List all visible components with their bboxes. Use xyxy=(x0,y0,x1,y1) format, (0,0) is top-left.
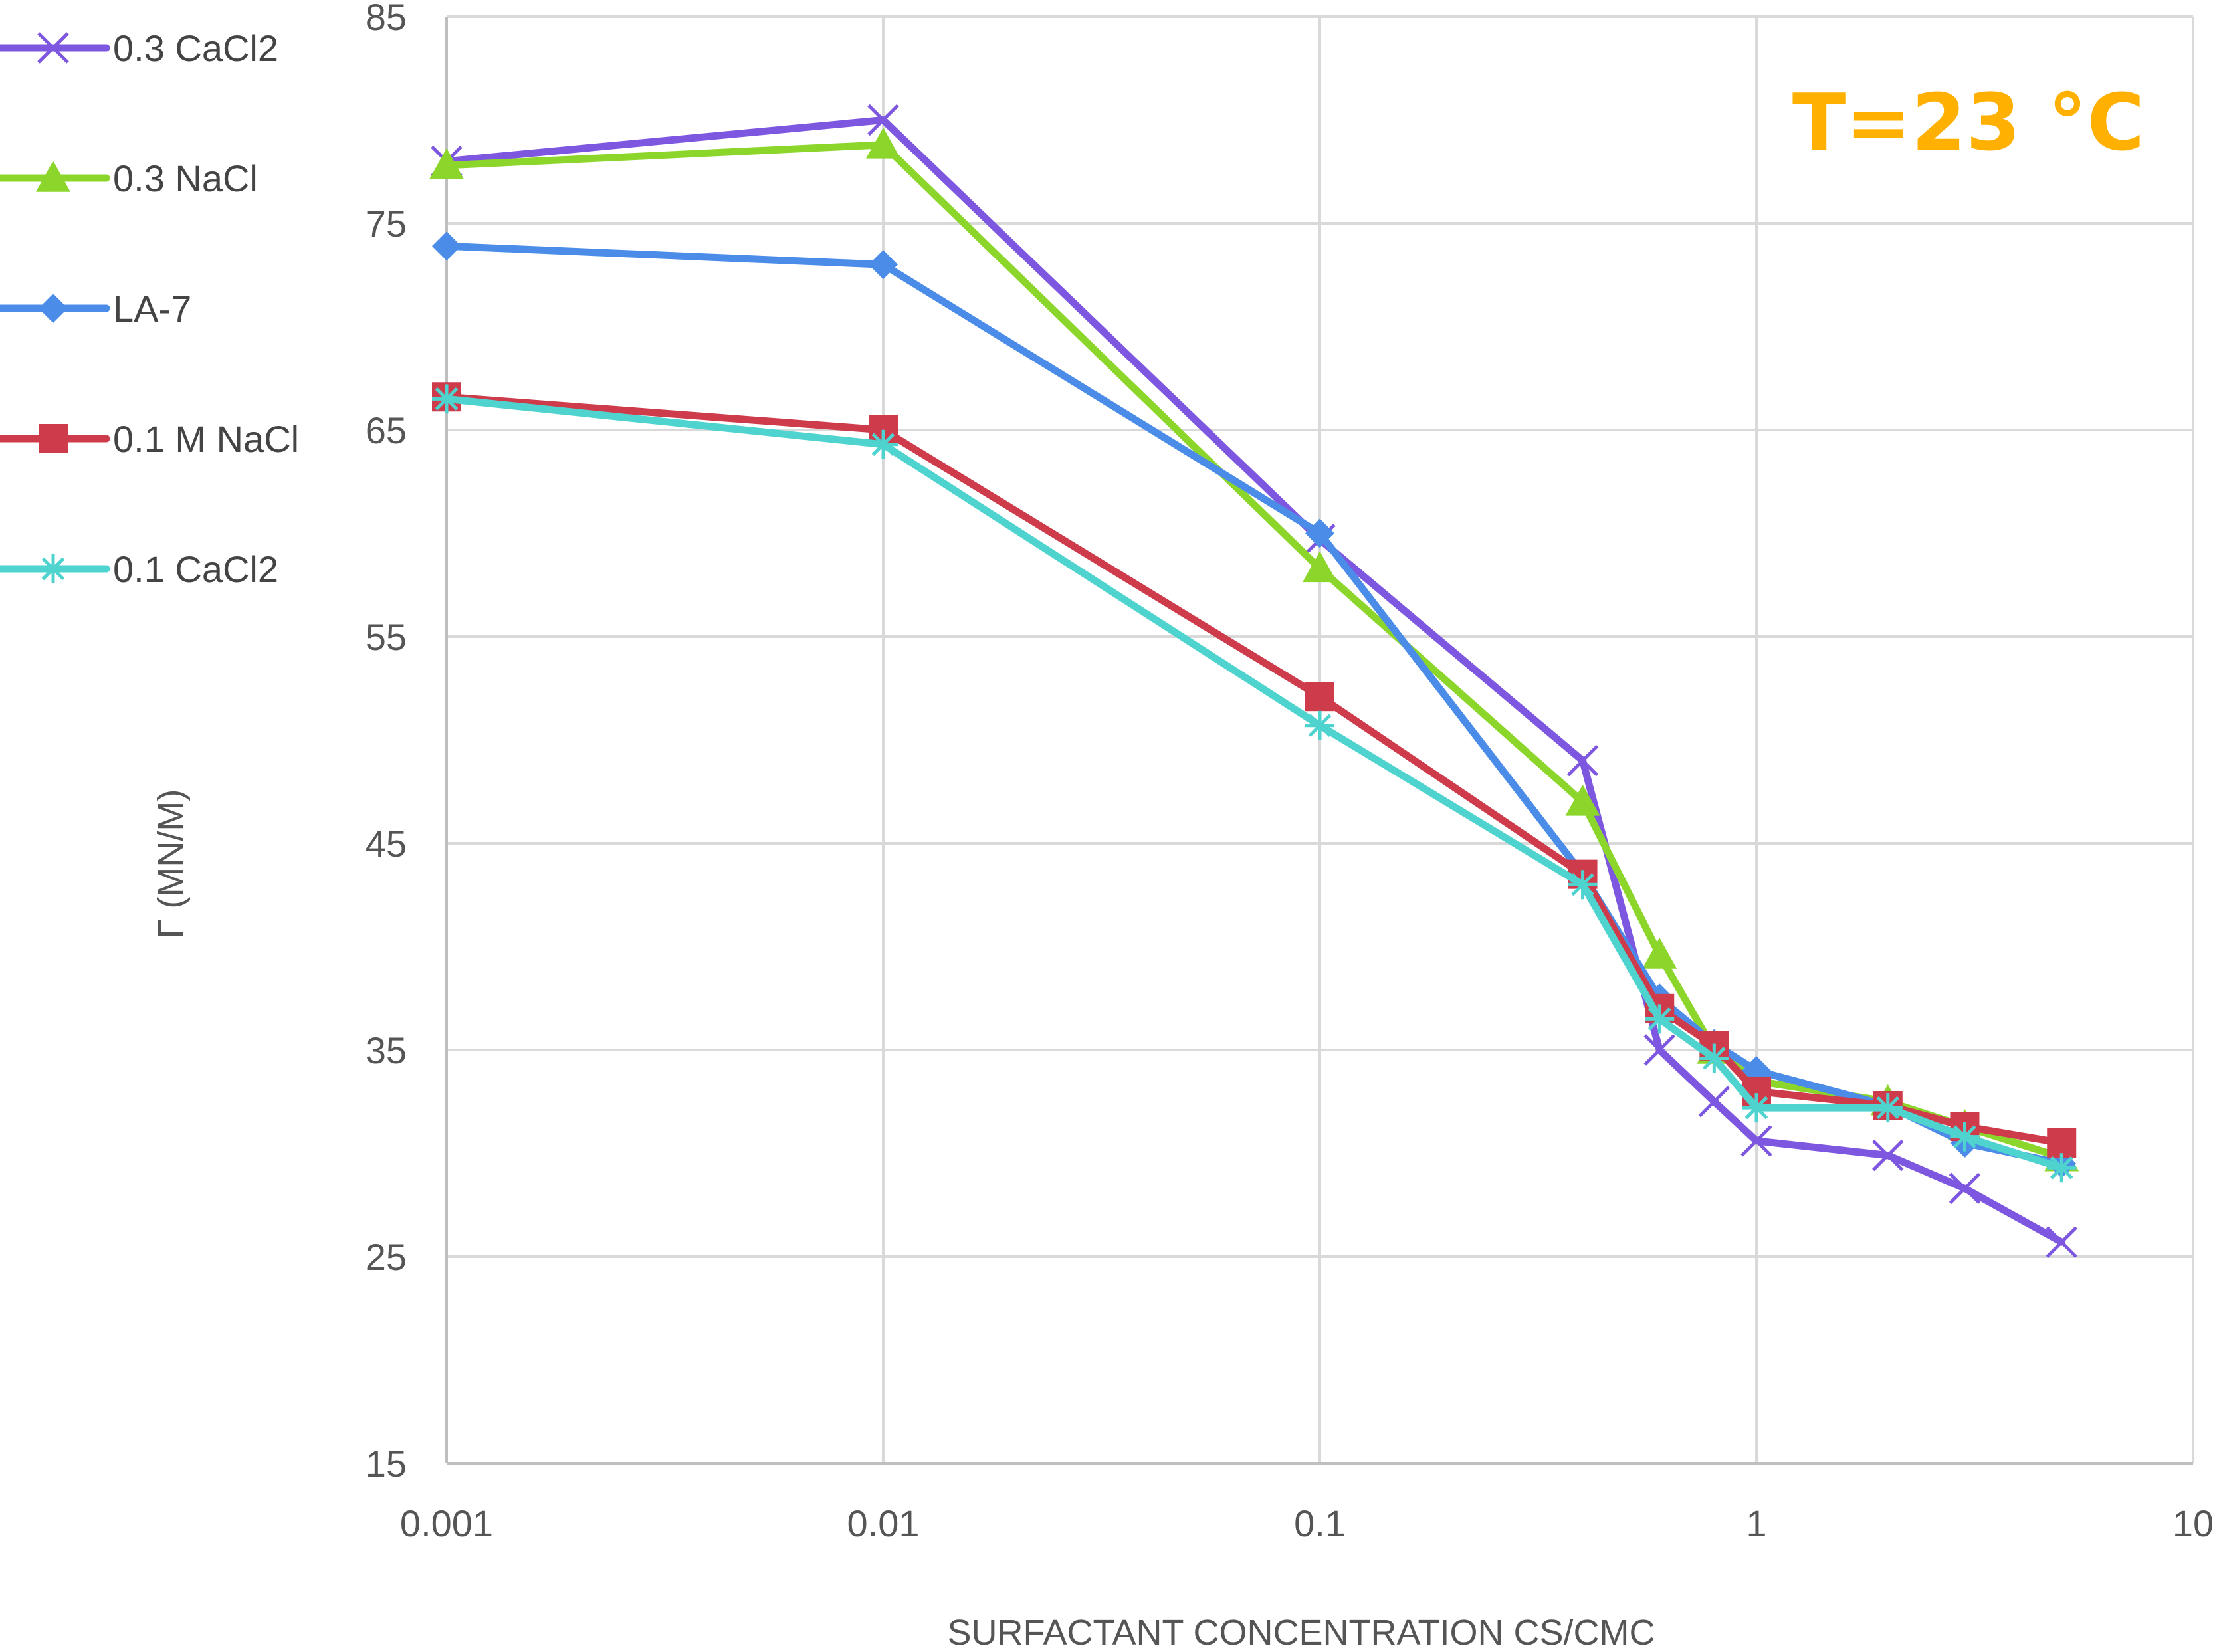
legend-marker xyxy=(39,294,68,323)
legend-marker xyxy=(36,161,70,192)
marker-stroke xyxy=(1949,1172,1981,1205)
data-point xyxy=(1305,518,1334,548)
legend-item: 0.3 CaCl2 xyxy=(0,27,278,69)
data-point xyxy=(1305,682,1334,712)
marker-stroke xyxy=(435,387,459,411)
data-point xyxy=(2046,1226,2077,1258)
marker-stroke xyxy=(1647,1007,1671,1031)
x-axis-title: SURFACTANT CONCENTRATION CS/CMC xyxy=(947,1613,1655,1652)
legend: 0.3 CaCl2 0.3 NaCl LA-7 0.1 M NaCl 0.1 CaCl2 xyxy=(0,27,299,590)
data-point xyxy=(432,384,461,414)
series-line xyxy=(443,242,2065,1168)
legend-item: 0.3 NaCl xyxy=(0,157,258,199)
data-point xyxy=(1950,1122,1980,1152)
legend-label: 0.1 M NaCl xyxy=(113,418,299,460)
data-point xyxy=(1949,1172,1981,1205)
marker-stroke xyxy=(37,32,69,64)
y-axis-title: Γ (MN/M) xyxy=(151,789,191,939)
x-tick-label: 0.01 xyxy=(847,1502,920,1544)
data-point xyxy=(1740,1125,1772,1157)
marker-stroke xyxy=(1740,1125,1772,1157)
x-tick-label: 1 xyxy=(1746,1502,1766,1544)
y-tick-label: 65 xyxy=(366,409,407,451)
data-point xyxy=(432,231,461,261)
data-point xyxy=(869,250,898,280)
marker-stroke xyxy=(1571,873,1594,896)
y-tick-label: 45 xyxy=(366,823,407,865)
y-tick-label: 55 xyxy=(366,616,407,658)
data-point xyxy=(429,148,464,179)
series-line xyxy=(443,393,2065,1147)
data-point xyxy=(1303,551,1337,583)
data-point xyxy=(1565,784,1600,816)
marker-stroke xyxy=(1744,1096,1768,1120)
marker-stroke xyxy=(2050,1156,2073,1180)
temperature-annotation: T=23 °C xyxy=(1792,76,2145,168)
legend-item: LA-7 xyxy=(0,288,191,330)
data-point xyxy=(869,429,898,459)
x-tick-label: 0.1 xyxy=(1294,1502,1346,1544)
marker-stroke xyxy=(1876,1096,1900,1120)
legend-item: 0.1 M NaCl xyxy=(0,418,299,460)
x-tick-label: 10 xyxy=(2172,1502,2214,1544)
x-tick-label: 0.001 xyxy=(400,1502,493,1544)
data-point xyxy=(2047,1153,2077,1183)
legend-label: LA-7 xyxy=(113,288,191,330)
marker-stroke xyxy=(1872,1139,1904,1172)
data-point xyxy=(1698,1085,1731,1118)
legend-marker xyxy=(39,554,68,583)
data-point xyxy=(1872,1139,1904,1172)
y-tick-label: 35 xyxy=(366,1029,407,1071)
marker-stroke xyxy=(1698,1085,1731,1118)
series-line xyxy=(443,141,2065,1162)
y-tick-label: 25 xyxy=(366,1236,407,1278)
legend-label: 0.3 NaCl xyxy=(113,157,258,199)
data-point xyxy=(2047,1128,2077,1158)
data-point xyxy=(866,127,900,159)
tick-labels: 15 25 35 45 55 65 75 85 0.001 0.01 0.1 1 10 xyxy=(366,0,2214,1544)
data-point xyxy=(1568,870,1598,900)
data-point xyxy=(1643,1034,1676,1066)
marker-stroke xyxy=(1703,1047,1726,1070)
marker-stroke xyxy=(867,104,899,136)
series-0-1-m-nacl xyxy=(432,382,2077,1158)
series-lines xyxy=(429,104,2079,1258)
data-point xyxy=(1645,1004,1675,1034)
series-la-7 xyxy=(432,231,2077,1179)
legend-marker xyxy=(37,32,69,64)
data-point xyxy=(867,104,899,136)
y-tick-label: 85 xyxy=(366,0,407,38)
data-point xyxy=(1873,1093,1903,1123)
series-0-1-cacl2 xyxy=(432,384,2077,1183)
marker-stroke xyxy=(1308,714,1332,738)
marker-stroke xyxy=(2046,1226,2077,1258)
series-line xyxy=(443,116,2065,1246)
marker-stroke xyxy=(1566,744,1599,777)
series-0-3-nacl xyxy=(429,127,2079,1172)
legend-marker xyxy=(39,424,68,453)
data-point xyxy=(1305,710,1334,740)
marker-stroke xyxy=(871,433,895,457)
marker-stroke xyxy=(41,557,65,581)
legend-label: 0.3 CaCl2 xyxy=(113,27,278,69)
data-point xyxy=(1742,1093,1771,1123)
legend-item: 0.1 CaCl2 xyxy=(0,548,278,590)
data-point xyxy=(1699,1043,1729,1073)
marker-stroke xyxy=(1953,1125,1976,1148)
data-point xyxy=(1642,937,1677,969)
y-tick-label: 15 xyxy=(366,1443,407,1485)
y-tick-label: 75 xyxy=(366,203,407,245)
data-point xyxy=(1566,744,1599,777)
marker-stroke xyxy=(1643,1034,1676,1066)
legend-label: 0.1 CaCl2 xyxy=(113,548,278,590)
series-line xyxy=(443,395,2065,1172)
